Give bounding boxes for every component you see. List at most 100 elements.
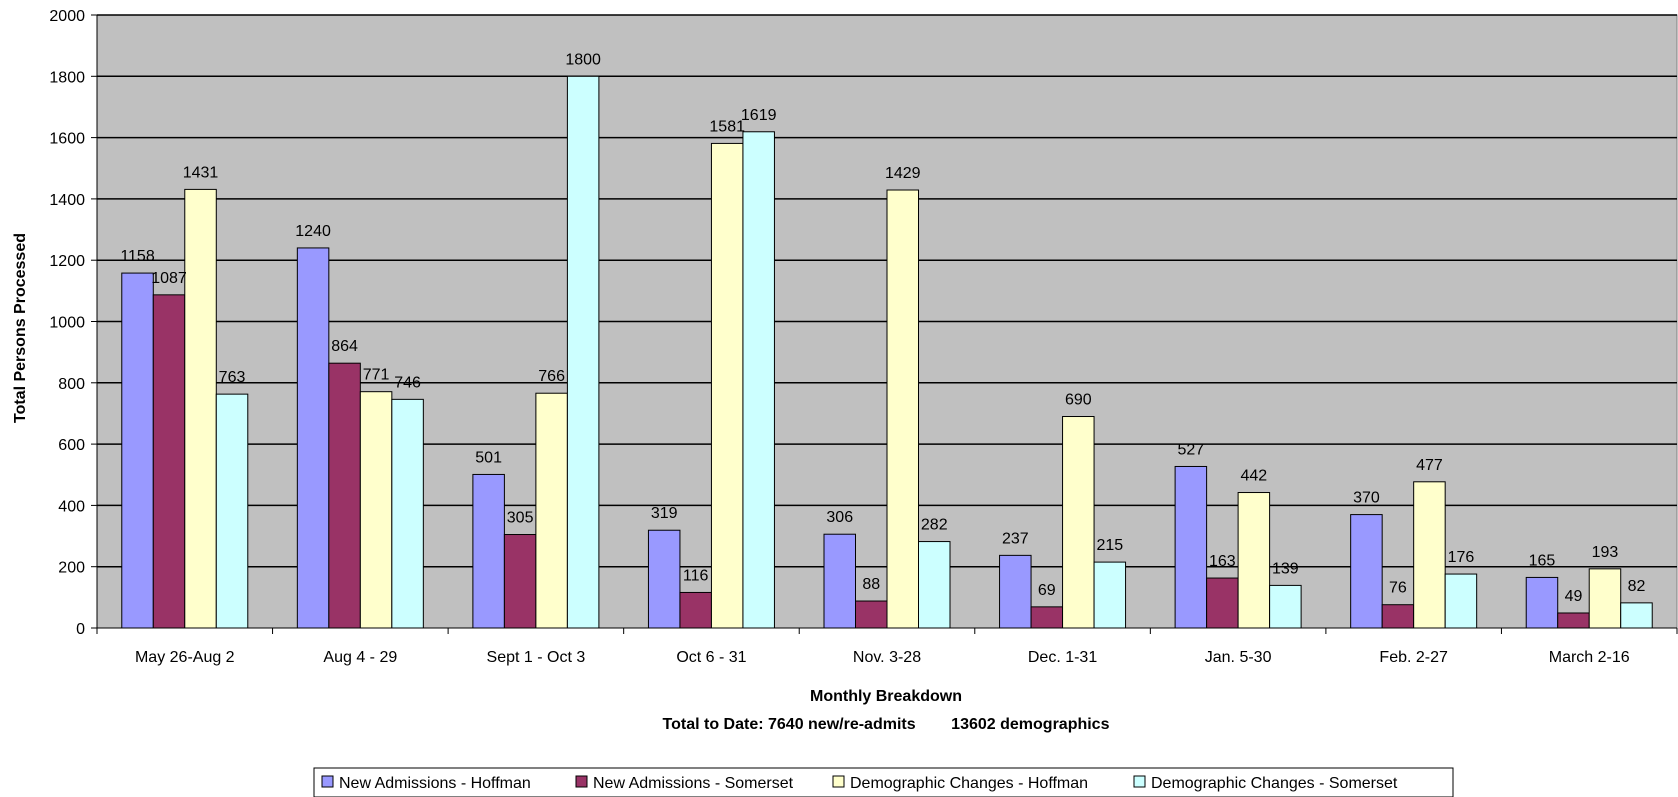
data-label: 1158 [120, 248, 155, 265]
data-label: 1429 [885, 165, 921, 182]
x-tick-label: Oct 6 - 31 [676, 649, 746, 666]
x-axis-title: Monthly Breakdown [810, 688, 962, 705]
data-label: 766 [538, 368, 565, 385]
bar [328, 362, 361, 629]
bar [1237, 492, 1271, 629]
data-label: 690 [1065, 392, 1092, 409]
y-tick-label: 1400 [49, 192, 85, 209]
bars [121, 75, 1653, 629]
bar [359, 391, 393, 629]
data-labels: 1158 1087 1431 763 1240 864 771 746 501 305 766 180… [120, 51, 1645, 605]
data-label: 163 [1209, 553, 1236, 570]
legend-swatch [832, 775, 845, 788]
bar [1381, 604, 1415, 629]
data-label: 1581 [709, 118, 745, 135]
bar [1413, 481, 1446, 629]
data-label: 116 [683, 567, 709, 584]
data-label: 76 [1389, 580, 1407, 597]
bar [710, 142, 744, 629]
bar [391, 398, 424, 629]
x-tick-label: Nov. 3-28 [853, 649, 921, 666]
y-tick-label: 2000 [49, 8, 85, 25]
bar [1174, 465, 1208, 629]
data-label: 306 [826, 509, 853, 526]
data-label: 1087 [151, 270, 187, 287]
legend: New Admissions - Hoffman New Admissions -… [313, 767, 1454, 797]
data-label: 864 [331, 338, 358, 355]
bar [855, 600, 888, 629]
bar [296, 247, 330, 629]
bar [1588, 568, 1622, 629]
data-label: 319 [651, 505, 678, 522]
data-label: 139 [1272, 560, 1299, 577]
legend-swatch [575, 775, 588, 788]
bar [566, 75, 600, 629]
bar [1269, 584, 1302, 629]
data-label: 1240 [295, 223, 331, 240]
bar [1093, 561, 1127, 629]
data-label: 215 [1096, 537, 1123, 554]
y-axis: 0 200 400 600 800 1000 1200 1400 1600 1800 2000 [49, 8, 98, 638]
y-axis-title: Total Persons Processed [12, 233, 29, 423]
y-tick-label: 1600 [49, 131, 85, 148]
bar [886, 189, 919, 629]
data-label: 237 [1002, 530, 1029, 547]
bar [1525, 576, 1559, 629]
x-tick-label: May 26-Aug 2 [135, 649, 235, 666]
x-tick-label: Feb. 2-27 [1379, 649, 1448, 666]
data-label: 746 [394, 374, 421, 391]
data-label: 165 [1529, 552, 1556, 569]
data-label: 82 [1628, 578, 1646, 595]
data-label: 1800 [565, 51, 601, 68]
bar [999, 554, 1032, 629]
x-axis: May 26-Aug 2 Aug 4 - 29 Sept 1 - Oct 3 Oct … [96, 627, 1678, 666]
bar [215, 393, 249, 629]
data-label: 88 [862, 576, 880, 593]
bar [503, 534, 537, 629]
bar [535, 392, 568, 629]
bar [184, 188, 217, 629]
data-label: 527 [1178, 441, 1205, 458]
data-label: 442 [1241, 468, 1268, 485]
data-label: 69 [1038, 582, 1056, 599]
y-tick-label: 200 [58, 560, 85, 577]
bar [121, 272, 154, 629]
data-label: 370 [1353, 490, 1380, 507]
bar [1444, 573, 1478, 629]
y-tick-label: 400 [58, 498, 85, 515]
bar [1062, 416, 1095, 629]
x-tick-label: Jan. 5-30 [1205, 649, 1272, 666]
bar [1206, 577, 1239, 629]
x-axis-subtitle: Total to Date: 7640 new/re-admits 13602 … [663, 716, 1110, 733]
x-tick-label: Dec. 1-31 [1028, 649, 1097, 666]
bar [918, 541, 951, 629]
y-tick-label: 1200 [49, 253, 85, 270]
data-label: 1431 [183, 164, 219, 181]
legend-entry: New Admissions - Somerset [593, 775, 794, 792]
bar [1557, 612, 1590, 629]
data-label: 763 [219, 369, 246, 386]
y-tick-label: 0 [76, 621, 85, 638]
x-tick-label: March 2-16 [1549, 649, 1630, 666]
legend-entry: Demographic Changes - Hoffman [850, 775, 1088, 792]
data-label: 49 [1565, 588, 1583, 605]
bar [1350, 514, 1383, 629]
legend-swatch [1133, 775, 1146, 788]
bar [823, 533, 856, 629]
data-label: 193 [1592, 544, 1619, 561]
data-label: 1619 [741, 107, 777, 124]
x-tick-label: Aug 4 - 29 [323, 649, 397, 666]
data-label: 771 [363, 367, 390, 384]
y-tick-label: 1800 [49, 69, 85, 86]
bar [647, 529, 681, 629]
bar [472, 473, 505, 629]
y-tick-label: 1000 [49, 315, 85, 332]
data-label: 305 [507, 510, 534, 527]
bar [679, 591, 712, 629]
legend-box [313, 767, 1454, 797]
bar [742, 131, 775, 629]
data-label: 477 [1416, 457, 1443, 474]
bar [1030, 606, 1064, 629]
y-tick-label: 600 [58, 437, 85, 454]
